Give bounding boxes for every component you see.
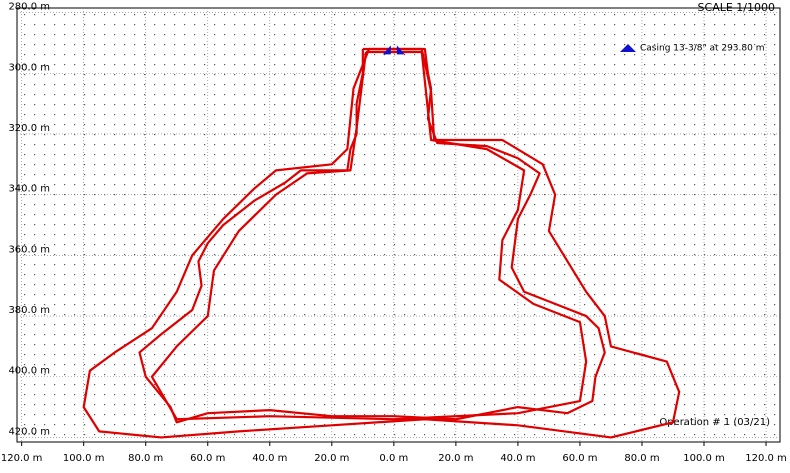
cavity-outline bbox=[150, 50, 588, 421]
y-tick-label: 400.0 m bbox=[8, 366, 50, 377]
x-tick-label: 60.0 m bbox=[190, 453, 225, 464]
y-tick-label: 320.0 m bbox=[8, 123, 50, 134]
casing-marker bbox=[382, 45, 391, 55]
x-tick-label: 80.0 m bbox=[624, 453, 659, 464]
casing-marker bbox=[396, 45, 405, 55]
cavity-outline bbox=[82, 47, 681, 439]
x-tick-label: 40.0 m bbox=[252, 453, 287, 464]
x-tick-label: 40.0 m bbox=[500, 453, 535, 464]
y-tick-label: 380.0 m bbox=[8, 305, 50, 316]
x-tick-label: 60.0 m bbox=[562, 453, 597, 464]
y-tick-label: 360.0 m bbox=[8, 244, 50, 255]
x-tick-label: 0.0 m bbox=[379, 453, 408, 464]
x-tick-label: 80.0 m bbox=[128, 453, 163, 464]
scale-label: SCALE 1/1000 bbox=[698, 1, 775, 14]
y-tick-label: 300.0 m bbox=[8, 62, 50, 73]
x-tick-label: 120.0 m bbox=[1, 453, 43, 464]
y-tick-label: 340.0 m bbox=[8, 184, 50, 195]
legend-text: Casing 13-3/8" at 293.80 m bbox=[640, 44, 764, 54]
legend-marker bbox=[628, 44, 636, 52]
y-tick-label: 280.0 m bbox=[8, 2, 50, 13]
x-tick-label: 100.0 m bbox=[63, 453, 105, 464]
x-tick-label: 100.0 m bbox=[683, 453, 725, 464]
x-tick-label: 20.0 m bbox=[314, 453, 349, 464]
x-tick-label: 20.0 m bbox=[438, 453, 473, 464]
legend-marker bbox=[620, 44, 628, 52]
y-tick-label: 420.0 m bbox=[8, 426, 50, 437]
footer-label: Operation # 1 (03/21) bbox=[659, 417, 770, 428]
x-tick-label: 120.0 m bbox=[745, 453, 787, 464]
